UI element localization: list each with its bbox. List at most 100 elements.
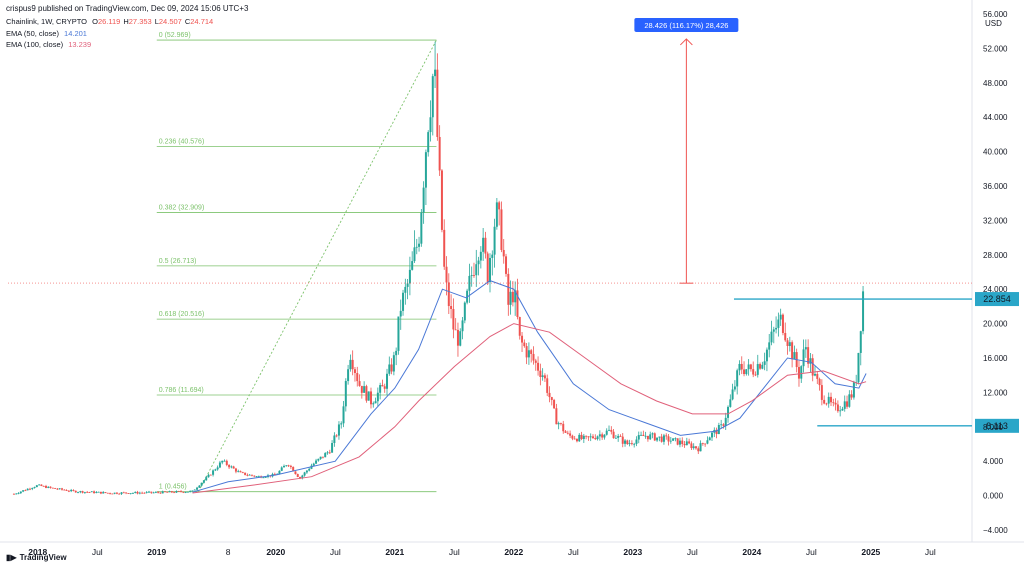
candle-body <box>390 364 393 372</box>
candle-body <box>546 378 549 393</box>
candle-body <box>708 437 711 441</box>
candle-body <box>582 435 585 439</box>
candle-body <box>843 401 846 409</box>
candle-body <box>218 462 221 468</box>
candle-body <box>280 467 283 471</box>
candle-body <box>571 435 574 439</box>
candle-body <box>141 492 144 494</box>
candle-body <box>461 320 464 332</box>
candle-body <box>452 309 455 330</box>
candle-body <box>182 491 185 493</box>
candle-body <box>351 359 354 370</box>
candle-body <box>479 251 482 261</box>
candle-body <box>724 417 727 426</box>
candle-body <box>839 410 842 412</box>
candle-body <box>495 202 498 227</box>
candle-body <box>337 424 340 436</box>
candle-body <box>676 438 679 445</box>
candle-body <box>97 491 100 493</box>
candle-body <box>573 438 576 440</box>
candle-body <box>793 352 796 360</box>
candle-body <box>763 361 766 365</box>
candle-body <box>369 391 372 405</box>
candle-body <box>134 491 137 493</box>
candle-body <box>720 424 723 426</box>
candle-body <box>125 492 128 494</box>
candle-body <box>765 349 768 362</box>
candle-body <box>660 436 663 442</box>
candle-body <box>841 408 844 411</box>
candle-body <box>493 226 496 255</box>
x-tick-label: 2024 <box>742 547 761 557</box>
candle-body <box>816 373 819 379</box>
legend-ema100-row: EMA (100, close) 13.239 <box>6 40 94 49</box>
candle-body <box>372 403 375 405</box>
candle-body <box>406 283 409 287</box>
candle-body <box>159 492 162 494</box>
candle-body <box>807 347 810 364</box>
candle-body <box>472 275 475 276</box>
candle-body <box>164 491 167 493</box>
candle-body <box>745 369 748 375</box>
candle-body <box>836 404 839 412</box>
y-tick-label: 24.000 <box>983 285 1008 294</box>
tradingview-brand[interactable]: ▮▶ TradingView <box>6 553 67 562</box>
candle-body <box>278 470 281 475</box>
candle-body <box>79 491 82 493</box>
candle-body <box>40 484 43 486</box>
candle-body <box>484 237 487 254</box>
candle-body <box>809 358 812 364</box>
candle-body <box>681 440 684 445</box>
x-tick-label: 2021 <box>385 547 404 557</box>
candle-body <box>537 362 540 371</box>
candle-body <box>692 446 695 449</box>
candle-body <box>722 424 725 426</box>
candle-body <box>486 253 489 283</box>
candle-body <box>548 392 551 398</box>
candle-body <box>180 491 183 492</box>
candle-body <box>759 364 762 369</box>
candle-body <box>209 474 212 476</box>
candle-body <box>559 423 562 424</box>
x-tick-label: 2019 <box>147 547 166 557</box>
x-tick-label: 2018 <box>28 547 47 557</box>
candle-body <box>289 465 292 467</box>
candle-body <box>129 493 132 495</box>
candle-body <box>539 370 542 377</box>
ohlc-key-l: L <box>154 17 159 26</box>
ohlc-value-o: 26.119 <box>97 17 121 26</box>
x-tick-label: Jul <box>806 547 817 557</box>
candle-body <box>347 369 350 382</box>
candle-body <box>715 429 718 435</box>
candle-body <box>113 492 116 494</box>
candle-body <box>104 492 107 493</box>
candle-body <box>232 466 235 469</box>
y-tick-label: 44.000 <box>983 113 1008 122</box>
candle-body <box>468 275 471 291</box>
candle-body <box>402 292 405 311</box>
candle-body <box>376 392 379 402</box>
candle-body <box>157 492 160 493</box>
candle-body <box>500 209 503 250</box>
candle-body <box>612 431 615 439</box>
candle-body <box>683 444 686 446</box>
candle-body <box>450 306 453 310</box>
candle-body <box>491 254 494 258</box>
candle-body <box>365 386 368 401</box>
candle-body <box>328 452 331 454</box>
candle-body <box>685 441 688 446</box>
candle-body <box>239 471 242 473</box>
y-tick-label: 52.000 <box>983 44 1008 53</box>
candle-body <box>395 350 398 356</box>
candle-body <box>33 487 36 489</box>
candle-body <box>143 492 146 494</box>
fib-level-label: 0.786 (11.694) <box>159 387 204 394</box>
candle-body <box>489 257 491 283</box>
candle-body <box>779 314 782 320</box>
candle-body <box>566 432 569 434</box>
candle-body <box>477 260 480 265</box>
ohlc-value-l: 24.507 <box>158 17 182 26</box>
candle-body <box>644 435 647 437</box>
candle-body <box>589 436 592 438</box>
